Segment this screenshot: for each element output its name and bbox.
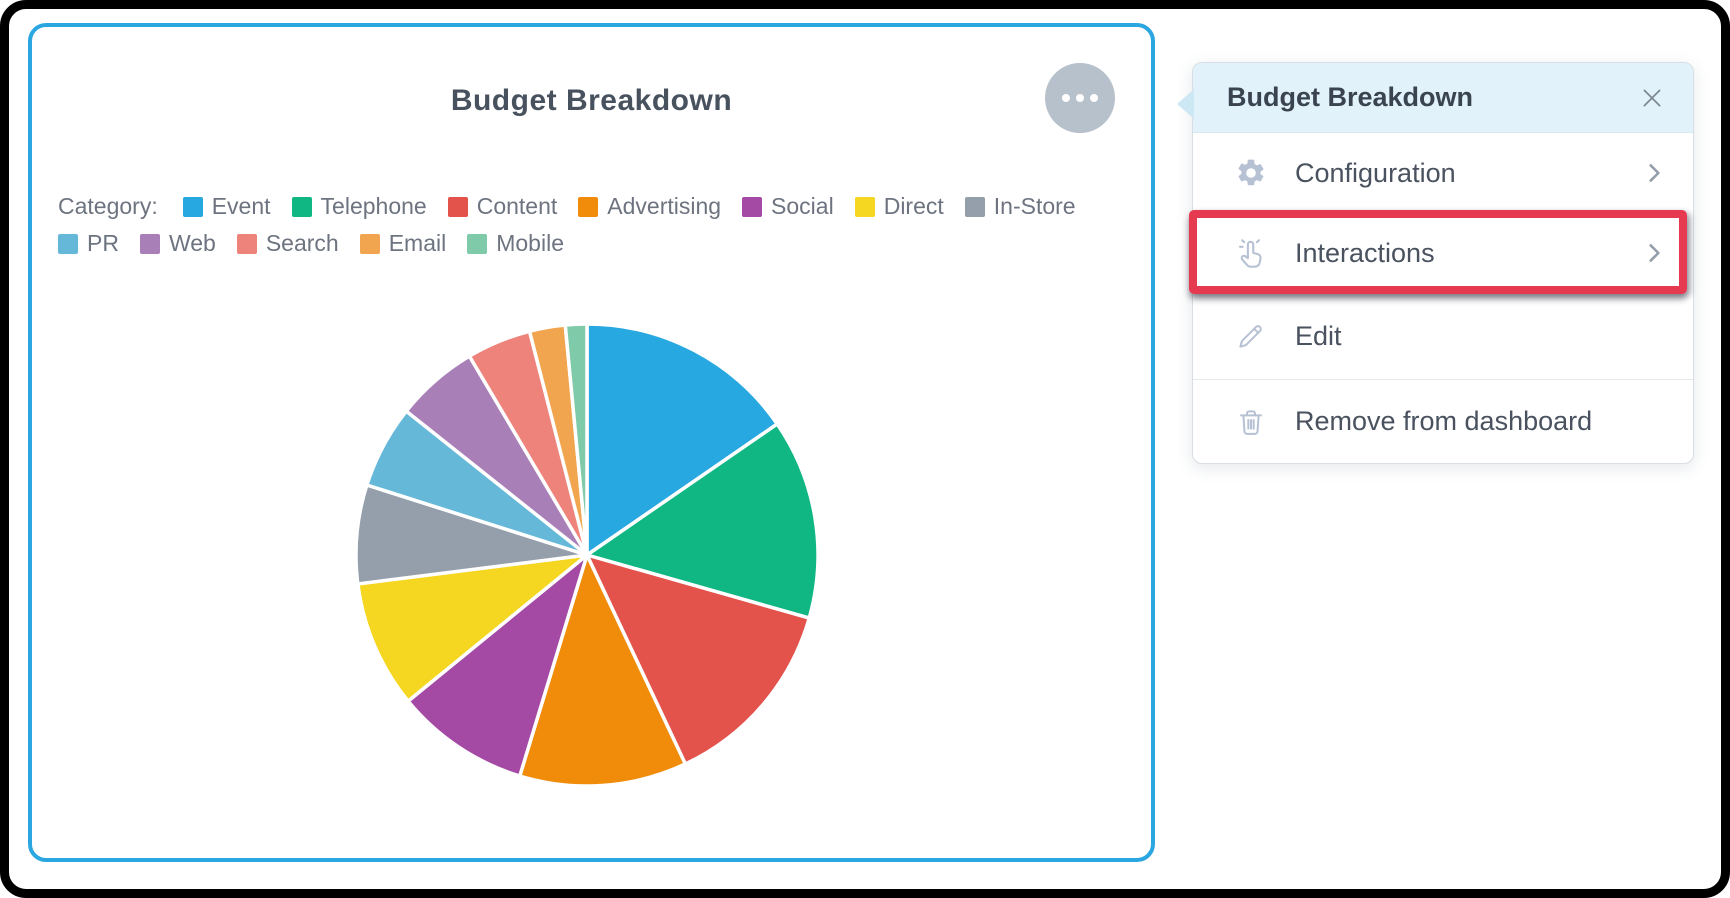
ellipsis-icon (1076, 94, 1084, 102)
more-options-button[interactable] (1045, 63, 1115, 133)
legend-item-advertising[interactable]: Advertising (578, 193, 721, 220)
legend-item-label: Telephone (320, 193, 427, 219)
legend-item-pr[interactable]: PR (58, 230, 119, 257)
legend-item-label: In-Store (993, 193, 1076, 219)
tap-icon (1233, 235, 1269, 271)
pie-slice-social[interactable] (406, 553, 589, 778)
legend-item-content[interactable]: Content (447, 193, 558, 220)
menu-item-label: Remove from dashboard (1295, 406, 1593, 436)
legend-item-label: Search (265, 230, 339, 256)
legend-item-mobile[interactable]: Mobile (467, 230, 564, 257)
pie-slice-mobile[interactable] (563, 322, 589, 557)
ellipsis-icon (1062, 94, 1070, 102)
legend-item-label: PR (87, 230, 119, 256)
legend-swatch (139, 233, 160, 254)
legend-item-label: Direct (883, 193, 944, 219)
ellipsis-icon (1090, 94, 1098, 102)
menu-item-label: Interactions (1295, 237, 1435, 268)
legend-item-in-store[interactable]: In-Store (964, 193, 1076, 220)
pie-slice-content[interactable] (585, 553, 811, 766)
legend-item-search[interactable]: Search (236, 230, 339, 257)
menu-header: Budget Breakdown (1193, 63, 1693, 133)
legend-item-email[interactable]: Email (359, 230, 447, 257)
legend-swatch (58, 233, 78, 254)
chevron-right-icon (1649, 164, 1660, 182)
legend-swatch (578, 196, 599, 217)
menu-item-interactions[interactable]: Interactions (1193, 213, 1693, 293)
legend-item-direct[interactable]: Direct (854, 193, 944, 220)
menu-item-remove-from-dashboard[interactable]: Remove from dashboard (1193, 379, 1693, 463)
legend-swatch (467, 233, 488, 254)
legend-swatch (359, 233, 380, 254)
menu-item-edit[interactable]: Edit (1193, 293, 1693, 379)
pie-slice-direct[interactable] (356, 553, 589, 703)
legend-swatch (447, 196, 468, 217)
close-icon[interactable] (1635, 81, 1669, 115)
legend-item-label: Web (168, 230, 216, 256)
pie-slice-advertising[interactable] (518, 553, 688, 788)
pencil-icon (1233, 318, 1269, 354)
legend-item-label: Advertising (607, 193, 722, 219)
pie-slice-telephone[interactable] (585, 422, 820, 620)
legend-item-web[interactable]: Web (139, 230, 216, 257)
menu-arrow-notch (1177, 89, 1194, 119)
menu-item-label: Edit (1295, 320, 1342, 351)
legend-swatch (964, 196, 985, 217)
legend-item-label: Content (476, 193, 558, 219)
legend-swatch (742, 196, 763, 217)
legend-item-telephone[interactable]: Telephone (291, 193, 427, 220)
trash-icon (1233, 404, 1269, 440)
legend-item-label: Social (771, 193, 834, 219)
legend-item-label: Event (211, 193, 271, 219)
legend-item-label: Mobile (496, 230, 564, 256)
widget-title: Budget Breakdown (450, 84, 733, 117)
chevron-right-icon (1649, 244, 1660, 262)
pie-slice-event[interactable] (585, 322, 779, 557)
menu-item-configuration[interactable]: Configuration (1193, 133, 1693, 213)
pie-chart (347, 315, 827, 795)
chart-legend: Category: Event Telephone Content Advertisi… (58, 193, 1113, 257)
budget-breakdown-widget-card: Budget Breakdown Category: Event Telephon… (28, 23, 1155, 862)
legend-swatch (854, 196, 875, 217)
menu-title: Budget Breakdown (1227, 82, 1474, 112)
legend-swatch (182, 196, 203, 217)
legend-item-social[interactable]: Social (742, 193, 834, 220)
menu-item-label: Configuration (1295, 157, 1456, 188)
legend-item-label: Email (388, 230, 447, 256)
gear-icon (1233, 155, 1269, 191)
legend-swatch (291, 196, 312, 217)
legend-item-event[interactable]: Event (182, 193, 271, 220)
legend-swatch (236, 233, 257, 254)
widget-context-menu: Budget Breakdown Configuration (1177, 62, 1694, 464)
legend-category-label: Category: (58, 193, 158, 219)
